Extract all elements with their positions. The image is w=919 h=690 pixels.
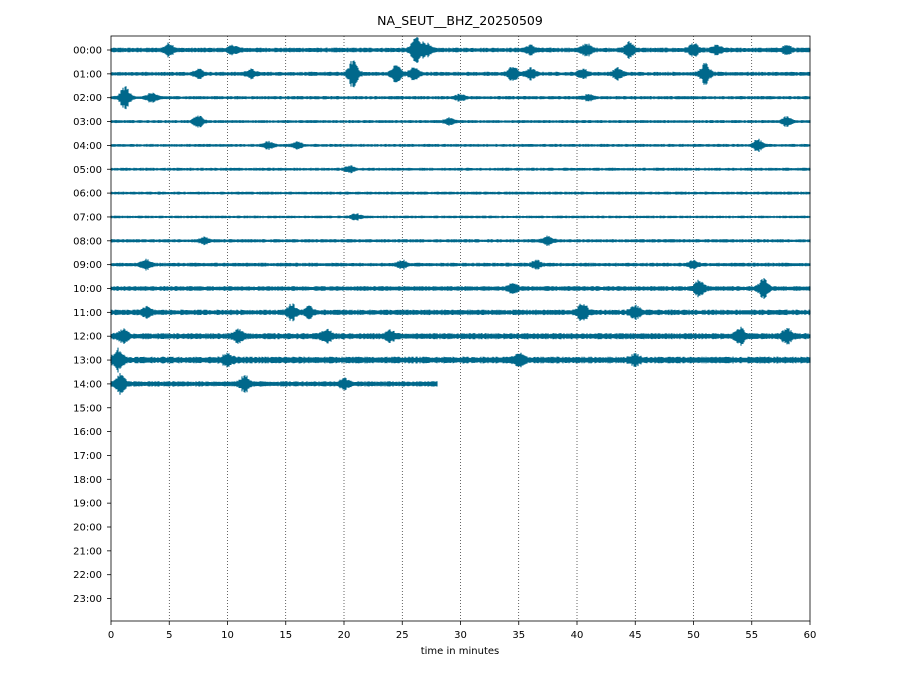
y-tick-label: 19:00: [73, 499, 102, 510]
y-tick-label: 09:00: [73, 260, 102, 271]
x-tick-label: 25: [396, 630, 409, 641]
trace-1400: [110, 373, 438, 395]
trace-0600: [110, 191, 811, 195]
y-tick-label: 07:00: [73, 212, 102, 223]
y-tick-label: 03:00: [73, 117, 102, 128]
x-tick-label: 20: [338, 630, 351, 641]
seismic-traces: [110, 37, 811, 395]
x-tick-label: 50: [687, 630, 700, 641]
y-tick-label: 12:00: [73, 332, 102, 343]
x-tick-label: 45: [629, 630, 642, 641]
y-tick-label: 16:00: [73, 427, 102, 438]
y-tick-label: 08:00: [73, 236, 102, 247]
x-tick-label: 55: [745, 630, 758, 641]
y-axis-hour-ticks: 00:00 01:00 02:00 03:00 04:00 05:00 06:00 07:00…: [73, 46, 111, 605]
x-tick-label: 40: [571, 630, 584, 641]
trace-1000: [110, 278, 811, 299]
y-tick-label: 10:00: [73, 284, 102, 295]
y-tick-label: 23:00: [73, 594, 102, 605]
x-axis-label: time in minutes: [421, 646, 500, 657]
trace-0100: [110, 60, 811, 88]
y-tick-label: 05:00: [73, 165, 102, 176]
x-tick-label: 30: [454, 630, 467, 641]
y-tick-label: 04:00: [73, 141, 102, 152]
y-tick-label: 13:00: [73, 356, 102, 367]
y-tick-label: 21:00: [73, 546, 102, 557]
y-tick-label: 22:00: [73, 570, 102, 581]
x-tick-label: 5: [166, 630, 172, 641]
x-tick-label: 35: [512, 630, 525, 641]
trace-0000: [110, 37, 811, 63]
y-tick-label: 11:00: [73, 308, 102, 319]
y-tick-label: 01:00: [73, 69, 102, 80]
x-tick-label: 15: [279, 630, 292, 641]
x-tick-label: 60: [804, 630, 817, 641]
y-tick-label: 00:00: [73, 46, 102, 57]
x-tick-label: 10: [221, 630, 234, 641]
y-tick-label: 20:00: [73, 523, 102, 534]
y-tick-label: 15:00: [73, 403, 102, 414]
chart-title: NA_SEUT__BHZ_20250509: [377, 13, 543, 28]
y-tick-label: 18:00: [73, 475, 102, 486]
y-tick-label: 02:00: [73, 93, 102, 104]
y-tick-label: 14:00: [73, 379, 102, 390]
y-tick-label: 06:00: [73, 189, 102, 200]
x-tick-label: 0: [108, 630, 114, 641]
x-axis-minute-ticks: 0 5 10 15 20 25 30 35 40 45 50 55 60: [108, 621, 817, 641]
trace-0500: [110, 165, 811, 174]
trace-0900: [110, 258, 811, 271]
vertical-grid-lines: [168, 36, 753, 621]
y-tick-label: 17:00: [73, 451, 102, 462]
